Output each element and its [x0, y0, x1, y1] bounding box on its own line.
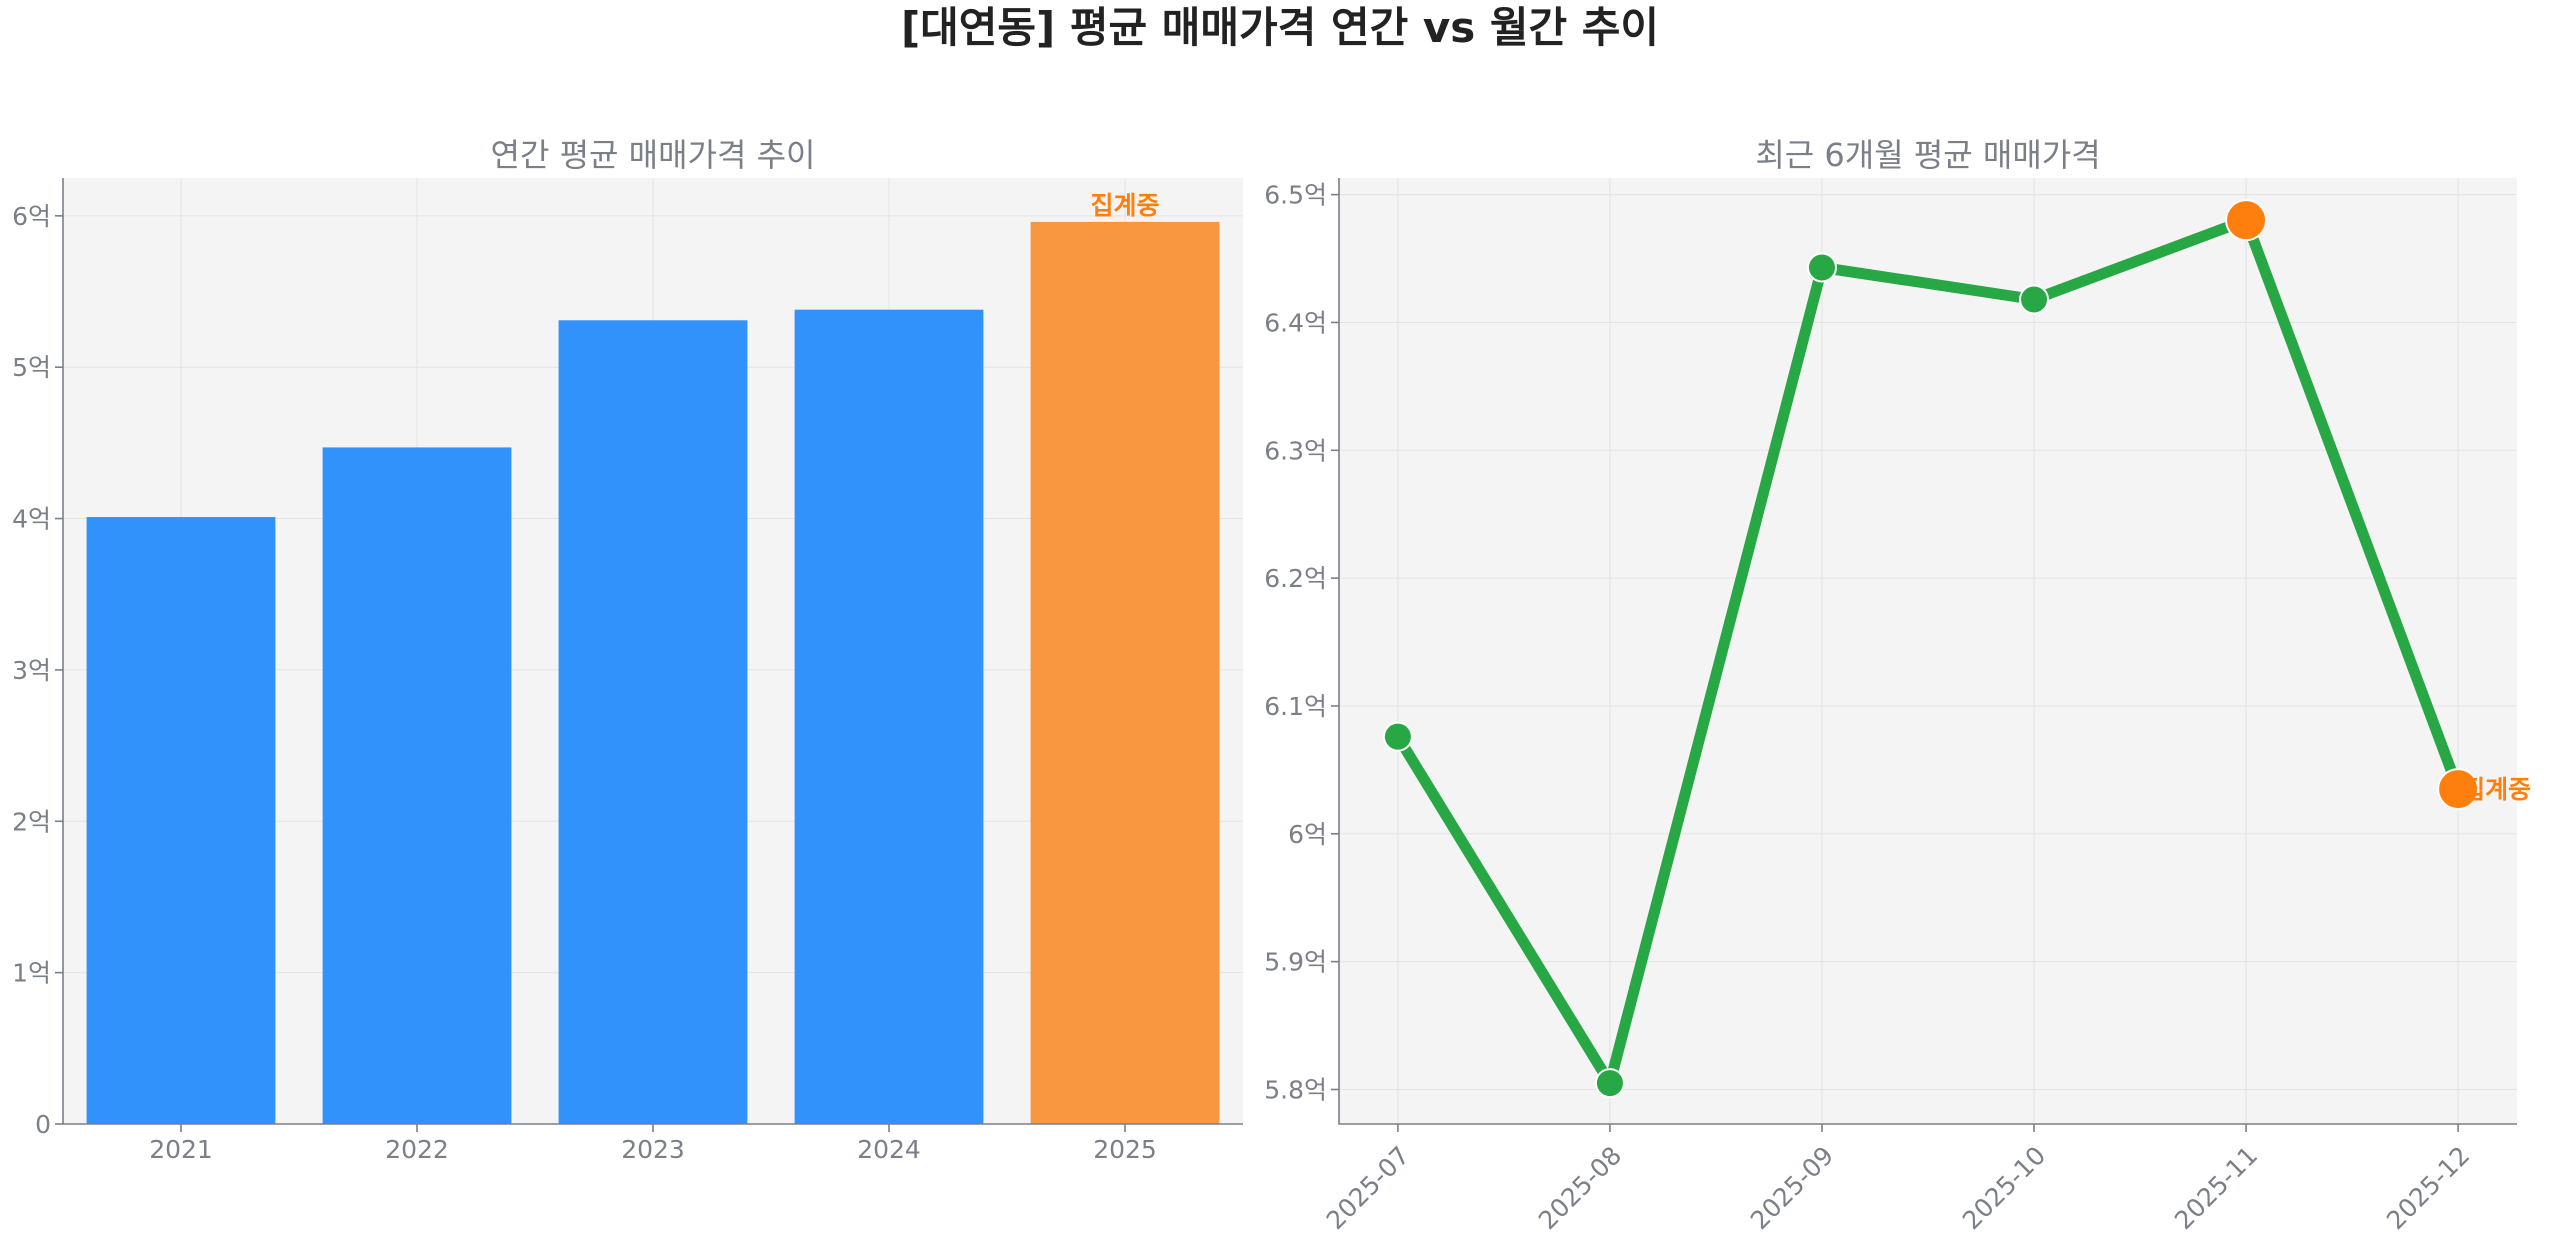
monthly-point-2025-08 — [1594, 1068, 1625, 1099]
monthly-point-2025-10 — [2019, 284, 2050, 315]
annual-chart-title: 연간 평균 매매가격 추이 — [491, 136, 816, 174]
annual-x-tick-label: 2024 — [857, 1135, 921, 1164]
annual-x-tick-label: 2021 — [149, 1135, 213, 1164]
monthly-x-tick-label: 2025-11 — [2169, 1141, 2263, 1235]
monthly-pending-label: 집계중 — [2462, 775, 2531, 804]
monthly-point-2025-11 — [2225, 199, 2268, 242]
monthly-axes-spine — [1338, 178, 2517, 1125]
monthly-y-tick-label: 6.5억 — [1264, 181, 1327, 210]
annual-pending-label: 집계중 — [1090, 191, 1159, 220]
monthly-x-ticks: 2025-07 2025-08 2025-09 2025-10 2025-11 2025-… — [1321, 1124, 2475, 1235]
annual-y-ticks: 0 1억 2억 3억 4억 5억 6억 — [12, 202, 63, 1139]
annual-bar-2021 — [86, 517, 276, 1124]
monthly-price-points — [1382, 199, 2480, 1099]
annual-x-tick-label: 2025 — [1093, 1135, 1157, 1164]
monthly-x-tick-label: 2025-09 — [1745, 1141, 1839, 1235]
monthly-point-2025-09 — [1806, 252, 1837, 283]
annual-bar-2022 — [322, 447, 512, 1125]
monthly-y-tick-label: 6.3억 — [1264, 436, 1327, 465]
monthly-x-tick-label: 2025-12 — [2381, 1141, 2475, 1235]
monthly-x-tick-label: 2025-08 — [1533, 1141, 1627, 1235]
figure-title: [대연동] 평균 매매가격 연간 vs 월간 추이 — [901, 3, 1659, 52]
annual-x-ticks: 2021 2022 2023 2024 2025 — [149, 1124, 1157, 1164]
annual-y-tick-label: 5억 — [12, 353, 51, 382]
monthly-point-2025-07 — [1382, 721, 1413, 752]
annual-y-tick-label: 1억 — [12, 959, 51, 988]
monthly-price-series-line — [1392, 214, 2464, 1089]
monthly-gridlines — [1339, 178, 2517, 1124]
monthly-y-tick-label: 6.2억 — [1264, 564, 1327, 593]
monthly-price-line-chart: 집계중 5.8억 5.9억 6억 6.1억 6.2억 6.3억 6.4억 6.5억 2025-… — [1264, 136, 2531, 1235]
annual-y-tick-label: 2억 — [12, 807, 51, 836]
annual-y-tick-label: 0 — [35, 1110, 51, 1139]
annual-y-tick-label: 4억 — [12, 505, 51, 534]
annual-bar-2025 — [1030, 221, 1220, 1124]
monthly-y-tick-label: 6억 — [1288, 820, 1327, 849]
annual-y-tick-label: 6억 — [12, 202, 51, 231]
monthly-y-tick-label: 5.8억 — [1264, 1075, 1327, 1104]
annual-bar-2024 — [794, 309, 984, 1124]
monthly-x-tick-label: 2025-10 — [1957, 1141, 2051, 1235]
monthly-point-annotations: 집계중 — [2462, 775, 2531, 804]
monthly-chart-title: 최근 6개월 평균 매매가격 — [1755, 136, 2100, 174]
monthly-plot-area — [1339, 178, 2517, 1124]
annual-bars — [86, 221, 1220, 1125]
monthly-y-tick-label: 6.1억 — [1264, 692, 1327, 721]
annual-bar-annotations: 집계중 — [1090, 191, 1159, 220]
annual-bar-2023 — [558, 320, 748, 1124]
annual-x-tick-label: 2022 — [385, 1135, 449, 1164]
annual-price-bar-chart: 집계중 0 1억 2억 3억 4억 5억 6억 2021 2022 2023 2024 2025 연… — [12, 136, 1243, 1164]
monthly-x-tick-label: 2025-07 — [1321, 1141, 1415, 1235]
monthly-y-ticks: 5.8억 5.9억 6억 6.1억 6.2억 6.3억 6.4억 6.5억 — [1264, 181, 1339, 1104]
annual-x-tick-label: 2023 — [621, 1135, 685, 1164]
annual-y-tick-label: 3억 — [12, 656, 51, 685]
monthly-y-tick-label: 5.9억 — [1264, 948, 1327, 977]
monthly-y-tick-label: 6.4억 — [1264, 308, 1327, 337]
monthly-point-2025-12 — [2437, 768, 2480, 811]
